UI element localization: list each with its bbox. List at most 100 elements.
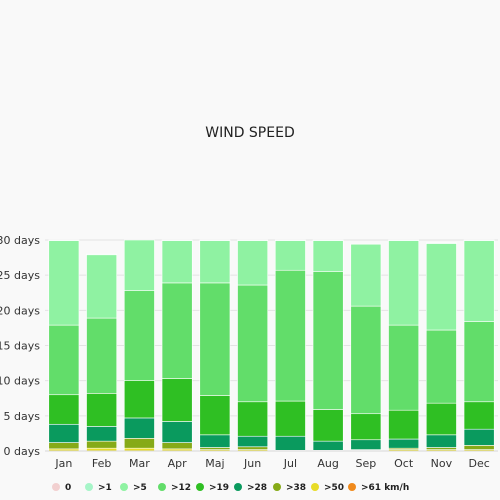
bar-segment: [199, 395, 231, 436]
x-tick-label: Nov: [431, 457, 453, 470]
bar-segment: [312, 240, 344, 272]
legend-item: >12: [158, 483, 191, 493]
bar-segment: [274, 435, 306, 451]
bar-segment: [463, 445, 495, 450]
legend-label: >28: [247, 483, 267, 493]
bar-segment: [388, 409, 420, 440]
bar-segment: [350, 243, 382, 307]
bar-segment: [463, 240, 495, 322]
bar-stack-feb: [86, 253, 118, 452]
bar-segment: [237, 401, 269, 437]
legend-marker: [52, 483, 60, 491]
bar-segment: [86, 393, 118, 427]
y-tick-label: 20 days: [0, 304, 40, 317]
legend-item: >5: [120, 483, 147, 493]
x-tick-label: Jan: [54, 457, 72, 470]
bar-segment: [161, 240, 193, 284]
legend-label: 0: [65, 483, 71, 493]
y-tick-label: 10 days: [0, 375, 40, 388]
legend-marker: [234, 483, 242, 491]
bar-segment: [123, 290, 155, 381]
bar-segment: [425, 434, 457, 448]
bar-segment: [425, 329, 457, 404]
bar-segment: [388, 240, 420, 326]
bar-segment: [312, 440, 344, 451]
bar-segment: [463, 321, 495, 403]
legend-marker: [348, 483, 356, 491]
legend-item: 0: [52, 483, 71, 493]
bar-stack-jul: [274, 239, 306, 452]
y-tick-label: 25 days: [0, 269, 40, 282]
bar-stack-sep: [350, 243, 382, 452]
bars: [48, 239, 495, 452]
bar-segment: [350, 413, 382, 441]
y-tick-label: 0 days: [4, 445, 41, 458]
bar-segment: [48, 423, 80, 443]
bar-segment: [48, 240, 80, 326]
legend-item: >61 km/h: [348, 483, 409, 493]
bar-segment: [199, 282, 231, 396]
legend-marker: [120, 483, 128, 491]
bar-segment: [161, 282, 193, 379]
bar-segment: [123, 380, 155, 419]
bar-segment: [161, 378, 193, 422]
bar-segment: [312, 271, 344, 410]
y-tick-label: 5 days: [4, 410, 41, 423]
bar-segment: [274, 269, 306, 402]
grid-lines: [45, 239, 498, 452]
legend-marker: [273, 483, 281, 491]
legend-marker: [85, 483, 93, 491]
bar-segment: [350, 439, 382, 450]
bar-segment: [388, 324, 420, 411]
bar-segment: [388, 438, 420, 449]
bar-segment: [425, 243, 457, 331]
legend-item: >1: [85, 483, 112, 493]
bar-segment: [48, 324, 80, 396]
bar-segment: [463, 401, 495, 430]
bar-segment: [48, 394, 80, 425]
bar-stack-oct: [388, 239, 420, 452]
x-axis: Jan Feb Mar Apr Maj Jun Jul Aug Sep Oct Nov Dec: [45, 450, 498, 470]
bar-segment: [237, 240, 269, 286]
x-tick-label: Jul: [283, 457, 297, 470]
legend-item: >28: [234, 483, 267, 493]
legend-item: >38: [273, 483, 306, 493]
legend: 0 >1 >5 >12 >19 >28 >38 >50 >61 km/h: [52, 483, 409, 493]
bar-segment: [48, 239, 80, 242]
legend-item: >19: [196, 483, 229, 493]
y-tick-label: 15 days: [0, 340, 40, 353]
bar-segment: [237, 284, 269, 403]
bar-stack-jan: [48, 239, 80, 452]
x-tick-label: Mar: [129, 457, 150, 470]
bar-stack-jun: [237, 239, 269, 452]
bar-segment: [350, 305, 382, 415]
bar-segment: [161, 442, 193, 450]
bar-segment: [237, 239, 269, 242]
bar-segment: [237, 446, 269, 450]
bar-segment: [237, 435, 269, 448]
bar-segment: [274, 239, 306, 242]
bar-segment: [425, 447, 457, 450]
legend-label: >50: [324, 483, 344, 493]
bar-segment: [86, 254, 118, 319]
legend-label: >38: [286, 483, 306, 493]
bar-segment: [48, 442, 80, 450]
bar-stack-apr: [161, 239, 193, 452]
bar-segment: [161, 421, 193, 443]
legend-label: >12: [171, 483, 191, 493]
bar-segment: [123, 438, 155, 449]
legend-label: >5: [133, 483, 147, 493]
x-tick-label: Apr: [168, 457, 188, 470]
bar-stack-aug: [312, 239, 344, 452]
bar-segment: [425, 242, 457, 244]
bar-segment: [312, 409, 344, 442]
y-tick-label: 30 days: [0, 234, 40, 247]
bar-segment: [274, 400, 306, 437]
bar-segment: [161, 239, 193, 242]
bar-stack-mar: [123, 239, 155, 452]
legend-marker: [311, 483, 319, 491]
bar-stack-maj: [199, 239, 231, 452]
bar-stack-dec: [463, 239, 495, 452]
bar-segment: [199, 434, 231, 448]
